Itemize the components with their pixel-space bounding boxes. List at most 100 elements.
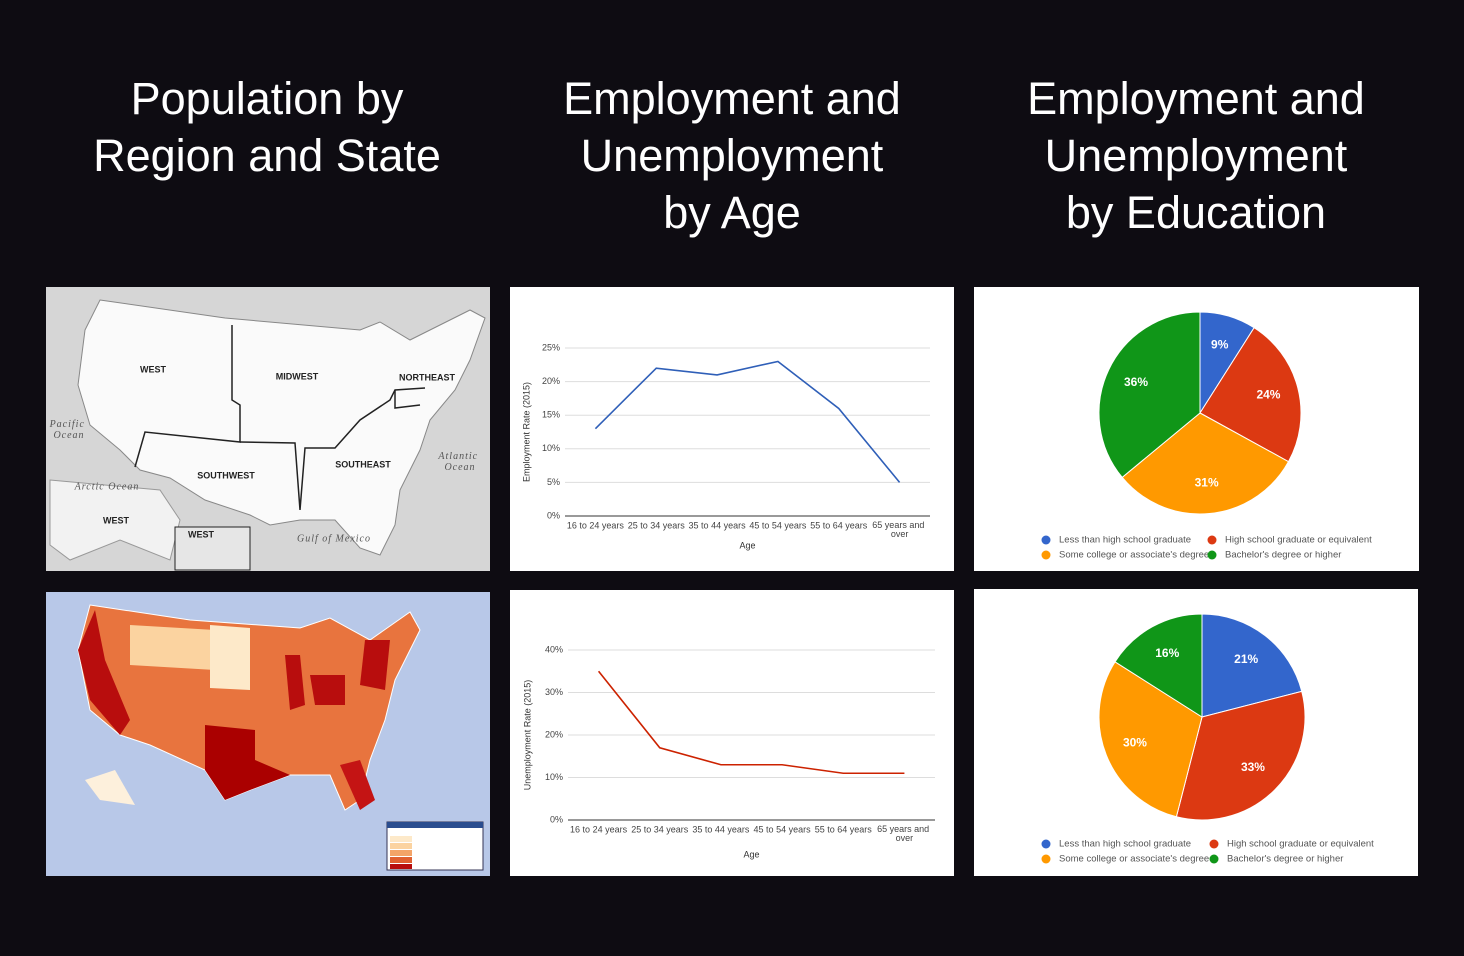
region-label: WEST — [188, 529, 215, 539]
state — [130, 625, 215, 670]
legend-swatch — [390, 843, 412, 849]
y-tick-label: 10% — [545, 772, 563, 782]
legend-label: Less than high school graduate — [1059, 535, 1191, 546]
x-axis-label: Age — [739, 540, 755, 550]
pie-slice — [1201, 613, 1303, 718]
x-tick-label: 65 years and over — [877, 824, 932, 843]
x-tick-label: 55 to 64 years — [810, 520, 868, 530]
x-tick-label: 55 to 64 years — [815, 824, 873, 834]
pie-slice — [1121, 412, 1290, 515]
y-tick-label: 5% — [547, 477, 560, 487]
panel-heading: by Education — [1066, 187, 1326, 238]
slice-label: 31% — [1195, 476, 1219, 490]
x-tick-label: 35 to 44 years — [689, 520, 747, 530]
ocean-label: Arctic Ocean — [74, 481, 140, 492]
slice-label: 9% — [1211, 337, 1229, 351]
state — [310, 675, 345, 705]
x-tick-label: 65 years and over — [872, 520, 927, 539]
slice-label: 21% — [1234, 652, 1258, 666]
map-legend-header — [387, 822, 483, 828]
x-tick-label: 45 to 54 years — [749, 520, 807, 530]
pie-slice — [1175, 690, 1306, 821]
region-label: WEST — [103, 515, 130, 525]
legend-marker — [1041, 550, 1051, 560]
slice-label: 30% — [1123, 736, 1147, 750]
us-region-map — [49, 299, 486, 571]
panel-heading: Employment and — [563, 73, 901, 124]
data-line — [594, 360, 901, 483]
legend-label: Some college or associate's degree — [1059, 550, 1209, 561]
state — [360, 640, 390, 690]
y-tick-label: 0% — [547, 510, 560, 520]
slice-label: 33% — [1241, 760, 1265, 774]
x-tick-label: 16 to 24 years — [567, 520, 625, 530]
state — [205, 725, 290, 800]
y-tick-label: 25% — [542, 342, 560, 352]
legend-swatch — [390, 857, 412, 863]
ocean-label: Pacific Ocean — [49, 419, 89, 441]
legend-label: Some college or associate's degree — [1059, 854, 1209, 865]
panel-heading: Region and State — [93, 130, 441, 181]
y-tick-label: 40% — [545, 644, 563, 654]
state — [340, 760, 375, 810]
region-border — [394, 390, 421, 409]
state — [210, 625, 250, 690]
legend-marker — [1209, 854, 1219, 864]
x-axis-label: Age — [743, 849, 759, 859]
pie-slice — [1114, 613, 1203, 718]
x-tick-label: 35 to 44 years — [692, 824, 750, 834]
legend-label: Less than high school graduate — [1059, 839, 1191, 850]
ocean-label: Gulf of Mexico — [297, 533, 371, 544]
legend-marker — [1041, 839, 1051, 849]
y-axis-label: Unemployment Rate (2015) — [522, 680, 532, 791]
panel-heading: Employment and — [1027, 73, 1365, 124]
slice-label: 36% — [1124, 375, 1148, 389]
slice-label: 16% — [1155, 646, 1179, 660]
panel-heading: Unemployment — [581, 130, 884, 181]
legend-label: Bachelor's degree or higher — [1227, 854, 1343, 865]
chart-panel — [510, 287, 954, 571]
legend-marker — [1207, 550, 1217, 560]
region-label: SOUTHEAST — [335, 459, 391, 469]
y-tick-label: 20% — [545, 729, 563, 739]
region-label: WEST — [140, 364, 167, 374]
land — [77, 299, 486, 556]
region-label: SOUTHWEST — [197, 470, 255, 480]
chart-panel — [510, 590, 954, 876]
slice-label: 24% — [1256, 388, 1280, 402]
x-tick-label: 25 to 34 years — [628, 520, 686, 530]
x-tick-label: 25 to 34 years — [631, 824, 689, 834]
data-line — [597, 670, 905, 775]
y-tick-label: 0% — [550, 814, 563, 824]
panel-heading: Population by — [131, 73, 404, 124]
region-label: NORTHEAST — [399, 372, 456, 382]
pie-slice — [1199, 327, 1302, 463]
pie-slice — [1098, 661, 1203, 818]
legend-marker — [1041, 854, 1051, 864]
state — [78, 610, 130, 735]
legend-marker — [1207, 535, 1217, 545]
legend-label: High school graduate or equivalent — [1225, 535, 1372, 546]
ocean-label: Atlantic Ocean — [437, 451, 481, 473]
region-label: MIDWEST — [276, 371, 319, 381]
legend-swatch — [390, 836, 412, 842]
y-axis-label: Employment Rate (2015) — [521, 382, 531, 482]
inset — [174, 526, 251, 571]
x-tick-label: 45 to 54 years — [754, 824, 812, 834]
region-border — [134, 325, 241, 468]
legend-marker — [1041, 535, 1051, 545]
legend-label: Bachelor's degree or higher — [1225, 550, 1341, 561]
legend-label: High school graduate or equivalent — [1227, 839, 1374, 850]
us-population-map — [77, 604, 484, 871]
y-tick-label: 15% — [542, 410, 560, 420]
alaska — [85, 770, 135, 805]
pie-slice — [1098, 311, 1201, 479]
y-tick-label: 10% — [542, 443, 560, 453]
legend-swatch — [390, 864, 412, 869]
alaska — [49, 479, 181, 561]
y-tick-label: 30% — [545, 687, 563, 697]
x-tick-label: 16 to 24 years — [570, 824, 628, 834]
panel-heading: by Age — [663, 187, 801, 238]
